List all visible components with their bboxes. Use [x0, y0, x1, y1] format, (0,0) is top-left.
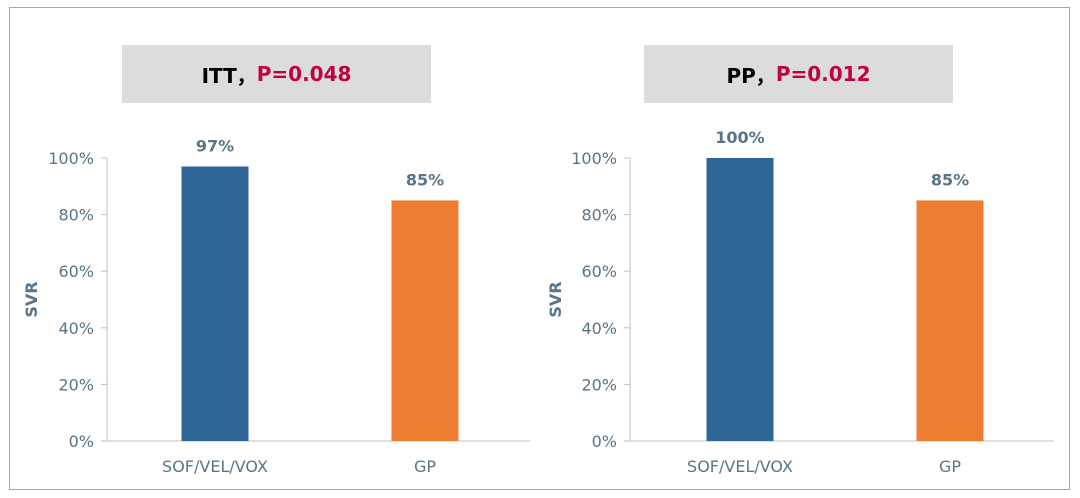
- chart-1-category-label-1: SOF/VEL/VOX: [162, 457, 268, 476]
- chart-2-bar-1: [706, 158, 774, 441]
- chart-2-y-tick-label: 20%: [581, 375, 617, 394]
- chart-2-data-label-1: 100%: [715, 128, 764, 147]
- chart-1-y-tick-label: 60%: [58, 262, 94, 281]
- chart-1-bar-1: [181, 166, 249, 442]
- chart-2-y-tick-label: 80%: [581, 206, 617, 225]
- chart-1-title-text: ITT，: [201, 63, 257, 88]
- chart-1-y-tick-label: 100%: [48, 149, 94, 168]
- chart-2-data-label-2: 85%: [931, 170, 969, 189]
- chart-2-y-tick-label: 100%: [571, 149, 617, 168]
- chart-1-y-axis-label: SVR: [22, 281, 41, 317]
- chart-2-category-label-1: SOF/VEL/VOX: [687, 457, 793, 476]
- chart-1-bar-2: [391, 200, 459, 441]
- chart-2-title-text: PP，: [726, 63, 776, 88]
- chart-2-y-tick-label: 60%: [581, 262, 617, 281]
- chart-1-category-label-2: GP: [414, 457, 436, 476]
- chart-1-y-tick-label: 0%: [69, 432, 94, 451]
- chart-2-bar-2: [916, 200, 984, 441]
- chart-2-title: PP， P=0.012: [644, 45, 953, 103]
- chart-1-data-label-1: 97%: [196, 136, 234, 155]
- chart-1-y-tick-label: 20%: [58, 375, 94, 394]
- chart-1-title-p-value: P=0.048: [256, 62, 352, 86]
- chart-1-y-tick-label: 80%: [58, 206, 94, 225]
- chart-1-y-tick-label: 40%: [58, 319, 94, 338]
- chart-2-title-p-value: P=0.012: [775, 62, 871, 86]
- chart-2-y-tick-label: 40%: [581, 319, 617, 338]
- chart-1-title: ITT， P=0.048: [122, 45, 431, 103]
- chart-2-category-label-2: GP: [939, 457, 961, 476]
- chart-2-y-tick-label: 0%: [592, 432, 617, 451]
- figure-frame: [9, 7, 1070, 490]
- chart-2-y-axis-label: SVR: [546, 281, 565, 317]
- chart-1-data-label-2: 85%: [406, 170, 444, 189]
